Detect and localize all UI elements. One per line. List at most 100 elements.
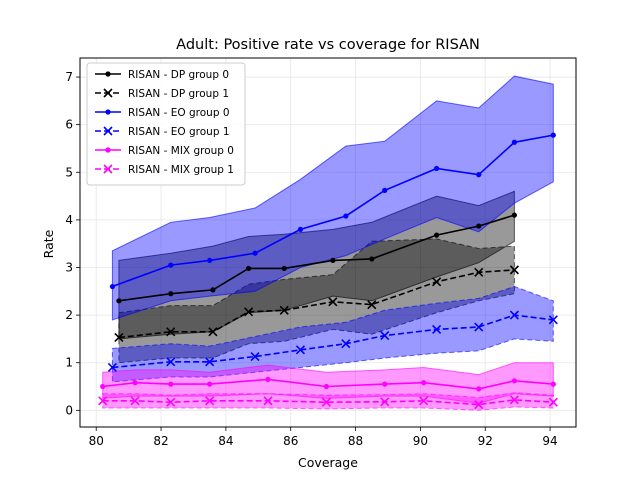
y-tick-label-1: 1 [65,356,73,370]
x-axis-label: Coverage [298,455,358,470]
legend-marker-0 [105,71,111,77]
point-s1-8 [474,267,484,277]
legend-label-5: RISAN - MIX group 1 [128,164,234,176]
x-tick-label-6: 92 [478,434,493,448]
y-tick-label-4: 4 [65,213,73,227]
point-s2-9 [511,139,518,145]
point-s5-1 [130,396,140,406]
y-tick-label-2: 2 [65,308,73,322]
point-s1-2 [208,327,218,337]
point-s5-9 [509,395,519,405]
point-s0-2 [210,287,216,293]
point-s4-4 [265,376,271,382]
legend-label-0: RISAN - DP group 0 [128,69,229,81]
point-s3-10 [548,315,558,325]
y-tick-label-5: 5 [65,165,73,179]
point-s3-2 [205,357,215,367]
point-s0-5 [330,257,336,263]
point-s4-0 [100,383,106,390]
point-s5-7 [419,396,429,406]
x-tick-label-7: 94 [542,434,557,448]
y-tick-label-7: 7 [65,70,73,84]
point-s0-4 [281,265,287,272]
x-tick-label-0: 80 [89,434,104,448]
legend-marker-1 [103,88,113,98]
point-s2-2 [207,257,213,263]
plot-area: 80 82 84 86 88 90 92 94 0 1 2 3 4 5 6 7 [65,57,577,448]
point-s0-0 [116,298,122,304]
point-s1-4 [279,305,289,315]
point-s2-0 [109,283,116,290]
legend-box [86,62,246,186]
point-s2-7 [434,165,440,172]
point-s5-5 [321,397,331,407]
x-tick-label-3: 86 [283,434,298,448]
point-s3-4 [295,345,306,355]
line-series-0 [118,214,515,302]
point-s2-10 [550,132,556,138]
point-s0-9 [511,212,518,218]
legend-marker-2 [105,109,111,115]
legend-marker-3 [103,126,113,136]
point-s5-0 [98,396,108,406]
point-s2-4 [297,226,304,233]
chart-title: Adult: Positive rate vs coverage for RIS… [176,37,480,53]
point-s5-2 [166,397,176,407]
point-s2-6 [382,187,388,193]
point-s0-1 [168,291,174,297]
band-series-0 [118,190,515,340]
x-tick-label-1: 82 [153,434,168,448]
y-tick-label-0: 0 [65,403,73,417]
point-s1-5 [328,297,338,307]
point-s1-1 [166,327,176,337]
legend: RISAN - DP group 0 RISAN - DP group 1 RISA… [86,62,246,186]
point-s3-8 [474,322,484,332]
point-s1-0 [114,332,124,343]
point-s2-5 [343,213,349,219]
point-s3-5 [341,339,351,349]
point-s1-3 [244,307,254,317]
legend-marker-4 [105,147,111,153]
point-s0-7 [434,232,440,238]
point-s4-3 [207,381,213,387]
point-s5-6 [380,397,390,407]
point-s3-9 [509,310,519,320]
legend-label-3: RISAN - EO group 1 [128,126,230,138]
legend-label-4: RISAN - MIX group 0 [128,145,234,157]
x-tick-label-2: 84 [218,434,233,448]
point-s1-9 [509,265,519,275]
legend-label-1: RISAN - DP group 1 [128,88,229,100]
point-s0-8 [476,223,482,229]
x-tick-label-5: 90 [413,434,428,448]
axes-frame [79,57,577,428]
point-s5-3 [205,396,215,406]
legend-label-2: RISAN - EO group 0 [128,107,230,119]
point-s1-6 [367,300,377,310]
point-s2-1 [168,262,174,268]
line-series-5 [102,399,554,406]
point-s4-6 [382,381,388,387]
x-tick-label-4: 88 [348,434,363,448]
legend-marker-5 [103,164,113,174]
point-s1-7 [432,277,442,287]
point-s0-3 [245,265,252,272]
point-s3-6 [380,331,390,341]
y-tick-label-3: 3 [65,260,73,274]
point-s4-9 [511,378,518,384]
y-axis-label: Rate [41,229,56,258]
point-s3-0 [107,362,117,373]
point-s2-8 [476,172,482,178]
y-tick-label-6: 6 [65,118,73,132]
point-s5-10 [548,397,558,407]
point-s4-7 [421,380,427,386]
point-s4-1 [132,380,138,386]
point-s4-10 [550,381,556,387]
point-s3-3 [250,351,260,362]
point-s4-8 [476,386,482,392]
point-s3-1 [166,357,176,367]
line-series-1 [118,269,515,339]
band-series-1 [118,238,515,364]
point-s4-5 [323,383,329,390]
point-s5-8 [474,400,484,410]
